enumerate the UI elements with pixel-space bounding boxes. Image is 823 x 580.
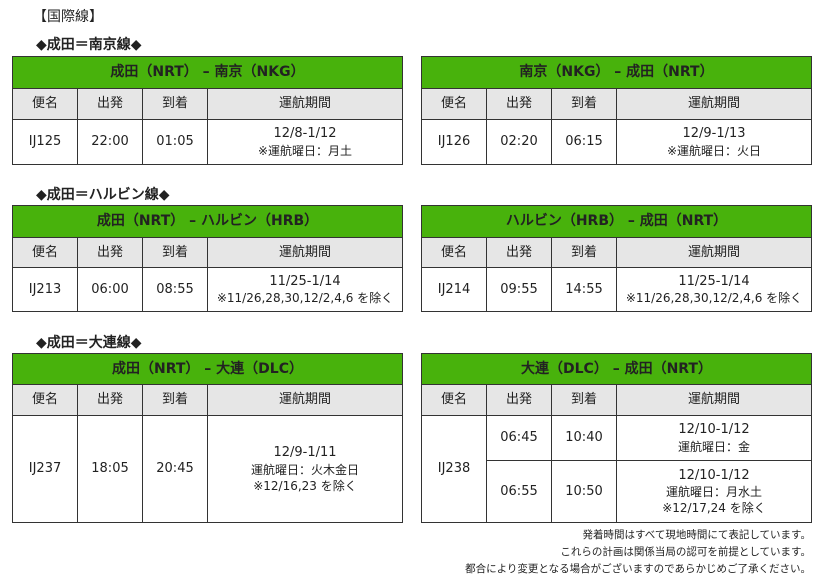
route-heading: ◆成田＝大連線◆ <box>36 335 142 351</box>
column-header: 出発 <box>77 88 143 120</box>
route-title: 南京（NKG） – 成田（NRT） <box>421 56 812 89</box>
period-line: 11/25-1/14 <box>269 273 341 289</box>
period-line: ※12/17,24 を除く <box>662 501 766 516</box>
column-header: 便名 <box>421 88 487 120</box>
column-header: 出発 <box>77 237 143 268</box>
period-line: 運航曜日：金 <box>677 439 750 454</box>
column-header: 出発 <box>77 384 143 416</box>
arrival-time: 08:55 <box>142 267 208 312</box>
column-header: 到着 <box>142 237 208 268</box>
column-header: 便名 <box>12 88 78 120</box>
route-title: 成田（NRT） – ハルビン（HRB） <box>12 205 403 238</box>
footnote: これらの計画は関係当局の認可を前提としています。 <box>560 546 811 558</box>
column-header: 到着 <box>551 237 617 268</box>
column-header: 到着 <box>142 384 208 416</box>
period-line: 12/9-1/13 <box>682 126 746 142</box>
flight-number: IJ213 <box>12 267 78 312</box>
arrival-time: 01:05 <box>142 119 208 165</box>
flight-number: IJ238 <box>421 415 487 523</box>
period-line: 12/8-1/12 <box>273 126 337 142</box>
table-row: IJ214 09:55 14:55 11/25-1/14 ※11/26,28,30,12… <box>421 267 812 312</box>
departure-time: 22:00 <box>77 119 143 165</box>
arrival-time: 10:40 <box>551 415 617 461</box>
arrival-time: 10:50 <box>551 460 617 523</box>
column-header: 到着 <box>551 88 617 120</box>
footnote: 発着時間はすべて現地時間にて表記しています。 <box>582 529 811 541</box>
route-title: 成田（NRT） – 大連（DLC） <box>12 353 403 385</box>
period-line: ※運航曜日：月土 <box>257 143 353 158</box>
table-row: IJ125 22:00 01:05 12/8-1/12 ※運航曜日：月土 <box>12 119 403 165</box>
table-row: IJ238 06:45 10:40 12/10-1/12 運航曜日：金 <box>421 415 812 523</box>
period-line: ※11/26,28,30,12/2,4,6 を除く <box>625 291 803 306</box>
route-heading: ◆成田＝ハルビン線◆ <box>36 187 170 203</box>
departure-time: 06:55 <box>486 460 552 523</box>
period-line: 11/25-1/14 <box>678 273 750 289</box>
period-line: 運航曜日：月水土 <box>665 485 762 500</box>
table-row: 06:55 10:50 12/10-1/12 運航曜日：月水土 ※12/17,24 を除… <box>422 460 812 523</box>
footnote: 都合により変更となる場合がございますのであらかじめご了承ください。 <box>465 563 811 575</box>
arrival-time: 14:55 <box>551 267 617 312</box>
route-title: 大連（DLC） – 成田（NRT） <box>421 353 812 385</box>
period-line: 12/10-1/12 <box>678 422 750 438</box>
column-header: 運航期間 <box>207 384 403 416</box>
operation-period: 12/9-1/11 運航曜日：火木金日 ※12/16,23 を除く <box>207 415 403 523</box>
flight-number: IJ125 <box>12 119 78 165</box>
period-line: ※11/26,28,30,12/2,4,6 を除く <box>216 291 394 306</box>
column-header: 便名 <box>12 384 78 416</box>
column-header: 便名 <box>12 237 78 268</box>
route-heading: ◆成田＝南京線◆ <box>36 37 142 53</box>
arrival-time: 06:15 <box>551 119 617 165</box>
departure-time: 06:00 <box>77 267 143 312</box>
column-header: 出発 <box>486 237 552 268</box>
column-header: 出発 <box>486 88 552 120</box>
column-header: 出発 <box>486 384 552 416</box>
column-header: 運航期間 <box>207 237 403 268</box>
timetable: 成田（NRT） – 南京（NKG） 便名 出発 到着 運航期間 IJ125 22:00 01:… <box>12 56 403 165</box>
operation-period: 12/10-1/12 運航曜日：金 <box>616 415 812 461</box>
column-header: 運航期間 <box>207 88 403 120</box>
table-row: IJ237 18:05 20:45 12/9-1/11 運航曜日：火木金日 ※12/16,… <box>12 415 403 523</box>
departure-time: 06:45 <box>486 415 552 461</box>
departure-time: 18:05 <box>77 415 143 523</box>
column-header: 到着 <box>142 88 208 120</box>
arrival-time: 20:45 <box>142 415 208 523</box>
operation-period: 12/9-1/13 ※運航曜日：火日 <box>616 119 812 165</box>
timetable: 南京（NKG） – 成田（NRT） 便名 出発 到着 運航期間 IJ126 02:20 06:… <box>421 56 812 165</box>
table-row: IJ213 06:00 08:55 11/25-1/14 ※11/26,28,30,12… <box>12 267 403 312</box>
timetable: 成田（NRT） – 大連（DLC） 便名 出発 到着 運航期間 IJ237 18:05 20:… <box>12 353 403 523</box>
period-line: ※12/16,23 を除く <box>253 478 357 493</box>
page-title: 【国際線】 <box>33 9 103 25</box>
flight-number: IJ237 <box>12 415 78 523</box>
departure-time: 02:20 <box>486 119 552 165</box>
departure-time: 09:55 <box>486 267 552 312</box>
operation-period: 11/25-1/14 ※11/26,28,30,12/2,4,6 を除く <box>207 267 403 312</box>
table-row: IJ126 02:20 06:15 12/9-1/13 ※運航曜日：火日 <box>421 119 812 165</box>
period-line: ※運航曜日：火日 <box>666 143 762 158</box>
timetable: 成田（NRT） – ハルビン（HRB） 便名 出発 到着 運航期間 IJ213 06:00 0… <box>12 205 403 312</box>
timetable: ハルビン（HRB） – 成田（NRT） 便名 出発 到着 運航期間 IJ214 09:55 1… <box>421 205 812 312</box>
flight-number: IJ214 <box>421 267 487 312</box>
route-title: 成田（NRT） – 南京（NKG） <box>12 56 403 89</box>
period-line: 運航曜日：火木金日 <box>250 462 359 477</box>
column-header: 便名 <box>421 384 487 416</box>
operation-period: 11/25-1/14 ※11/26,28,30,12/2,4,6 を除く <box>616 267 812 312</box>
operation-period: 12/10-1/12 運航曜日：月水土 ※12/17,24 を除く <box>616 460 812 523</box>
column-header: 運航期間 <box>616 384 812 416</box>
flight-number: IJ126 <box>421 119 487 165</box>
column-header: 到着 <box>551 384 617 416</box>
period-line: 12/9-1/11 <box>273 445 337 461</box>
column-header: 便名 <box>421 237 487 268</box>
period-line: 12/10-1/12 <box>678 467 750 483</box>
route-title: ハルビン（HRB） – 成田（NRT） <box>421 205 812 238</box>
column-header: 運航期間 <box>616 237 812 268</box>
operation-period: 12/8-1/12 ※運航曜日：月土 <box>207 119 403 165</box>
timetable: 大連（DLC） – 成田（NRT） 便名 出発 到着 運航期間 IJ238 06:45 10:… <box>421 353 812 523</box>
column-header: 運航期間 <box>616 88 812 120</box>
